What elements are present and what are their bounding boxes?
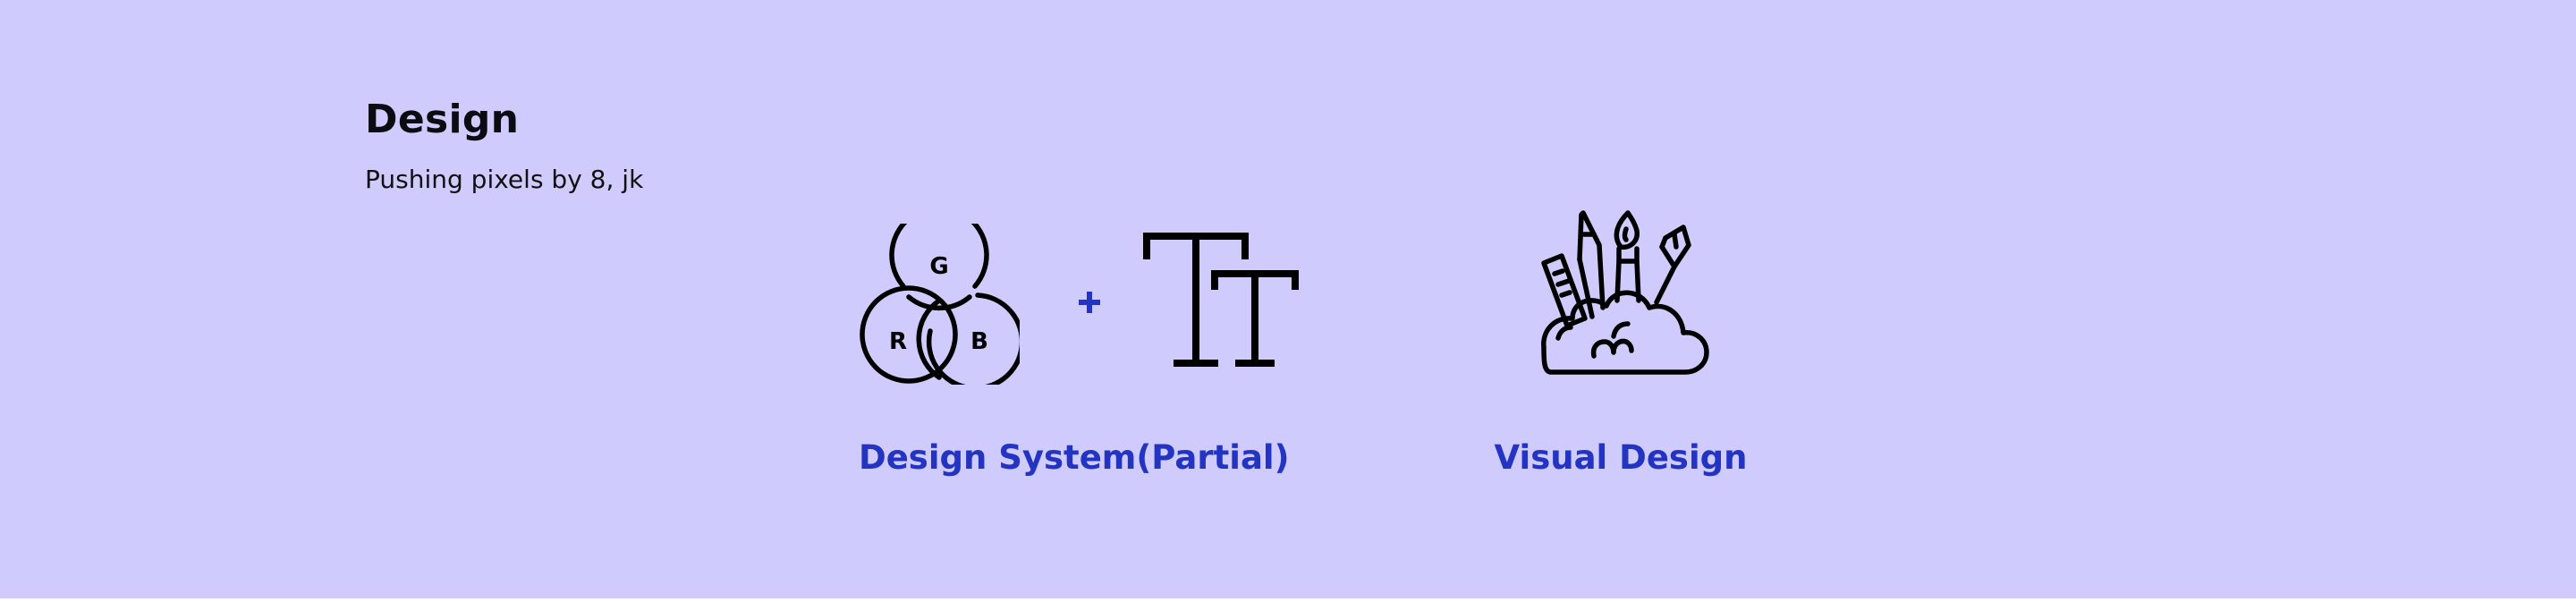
visual-design-label: Visual Design <box>1494 438 1748 477</box>
rgb-letter-b: B <box>970 328 988 355</box>
design-system-label: Design System(Partial) <box>859 438 1290 477</box>
rgb-letter-g: G <box>929 253 948 280</box>
rgb-letter-r: R <box>889 328 907 355</box>
typography-icon <box>1143 233 1299 367</box>
art-tools-cloud-icon <box>1541 210 1709 375</box>
plus-icon <box>1079 292 1100 313</box>
rgb-venn-icon: G R B <box>860 224 1020 385</box>
section-subtitle: Pushing pixels by 8, jk <box>365 165 644 194</box>
section-title: Design <box>365 97 520 142</box>
